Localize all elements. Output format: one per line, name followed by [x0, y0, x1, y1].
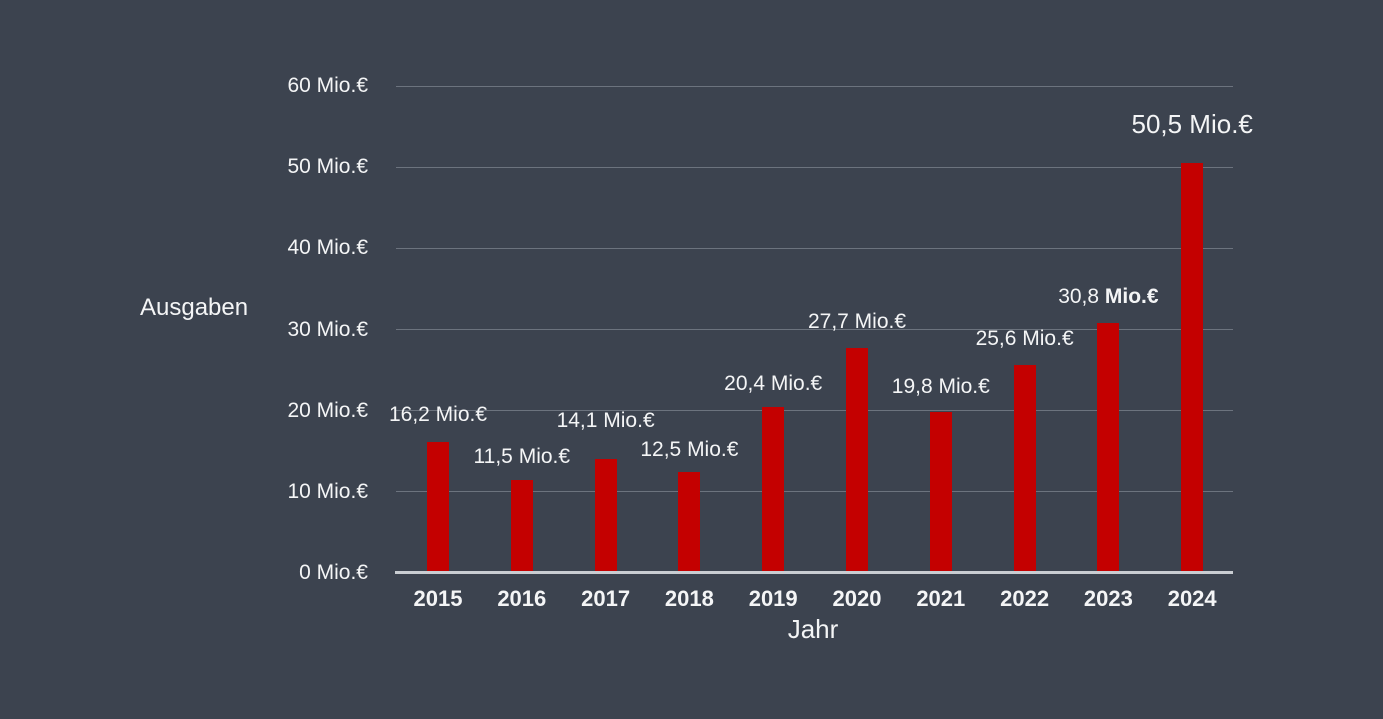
bar-value-label: 30,8 Mio.€	[988, 284, 1228, 310]
bar-2021	[929, 412, 952, 573]
value-label-number: 30,8	[1058, 285, 1105, 309]
bar-2018	[678, 471, 701, 573]
x-tick-label: 2020	[832, 586, 882, 611]
y-tick-label: 30 Mio.€	[287, 317, 368, 341]
bar-2023	[1097, 323, 1120, 573]
x-axis-title: Jahr	[787, 614, 839, 644]
x-axis-line	[395, 571, 1233, 574]
y-tick-label: 50 Mio.€	[287, 155, 368, 179]
bar-2020	[846, 348, 868, 573]
bar-2024	[1181, 163, 1204, 573]
bar-2019	[762, 407, 785, 573]
y-axis-title: Ausgaben	[140, 294, 249, 321]
y-tick-label: 10 Mio.€	[287, 479, 368, 503]
x-tick-label: 2024	[1167, 586, 1217, 611]
y-tick-label: 60 Mio.€	[287, 74, 368, 97]
gridline	[396, 329, 1233, 330]
bar-2017	[594, 458, 617, 573]
bar-value-label: 50,5 Mio.€	[1131, 109, 1253, 140]
gridline	[396, 491, 1233, 493]
gridline	[396, 166, 1233, 168]
x-tick-label: 2019	[748, 586, 798, 611]
bar-2022	[1013, 365, 1036, 573]
value-label-unit-bold: Mio.€	[1104, 285, 1159, 309]
y-tick-label: 20 Mio.€	[287, 398, 368, 422]
x-tick-label: 2022	[1000, 586, 1050, 611]
bar-value-label: 16,2 Mio.€	[388, 402, 488, 426]
gridline	[396, 410, 1233, 412]
bar-value-label: 20,4 Mio.€	[724, 372, 823, 396]
x-tick-label: 2018	[664, 586, 714, 611]
x-tick-label: 2015	[413, 586, 463, 611]
bar-value-label: 27,7 Mio.€	[807, 310, 907, 334]
x-tick-label: 2021	[916, 586, 966, 611]
bar-2016	[510, 479, 533, 573]
x-tick-label: 2023	[1083, 586, 1133, 611]
y-tick-label: 40 Mio.€	[287, 236, 368, 260]
bar-value-label: 25,6 Mio.€	[975, 327, 1074, 351]
y-tick-label: 0 Mio.€	[299, 561, 368, 584]
bar-value-label: 14,1 Mio.€	[556, 408, 655, 432]
gridline	[396, 247, 1233, 249]
gridline	[396, 85, 1233, 87]
x-tick-label: 2017	[581, 586, 631, 611]
x-tick-label: 2016	[497, 586, 547, 611]
bar-2015	[427, 441, 449, 573]
bar-value-label: 12,5 Mio.€	[640, 437, 739, 461]
bar-value-label: 19,8 Mio.€	[891, 375, 990, 399]
bar-value-label: 11,5 Mio.€	[473, 444, 571, 468]
